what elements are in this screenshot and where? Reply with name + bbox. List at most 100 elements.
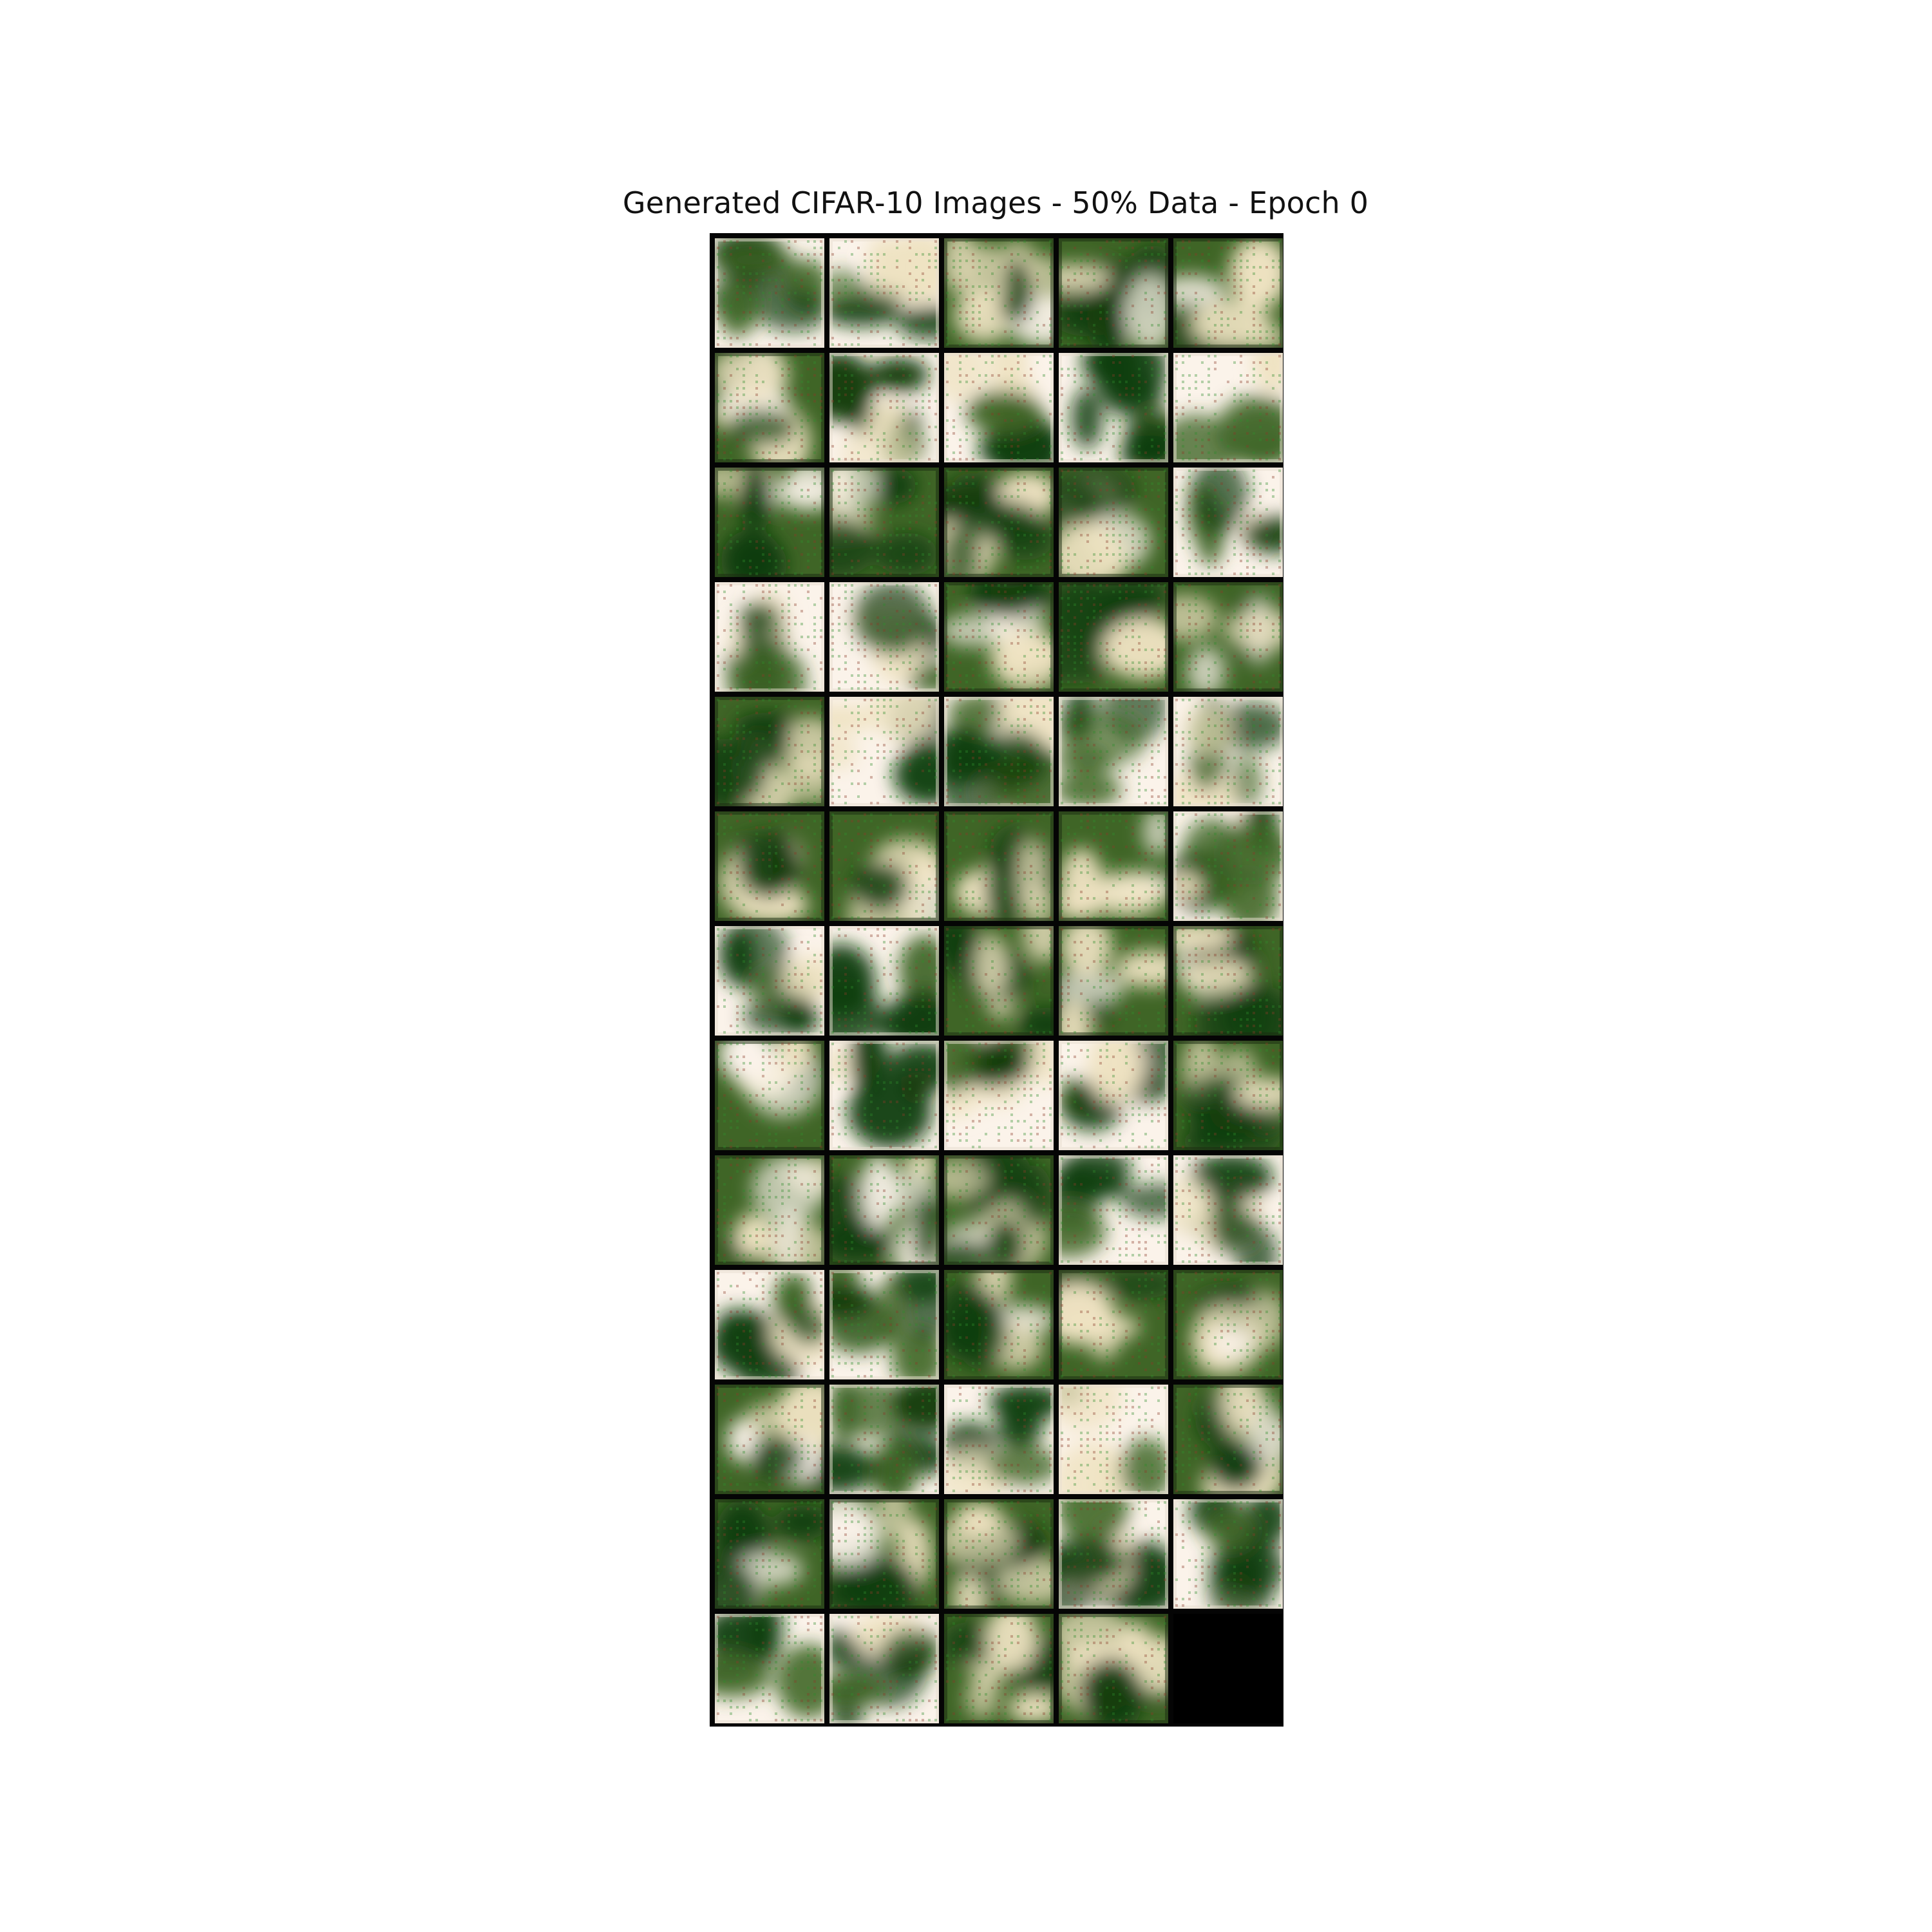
sample-image-canvas [1059, 1385, 1168, 1494]
sample-image-canvas [829, 1041, 939, 1150]
sample-image-canvas [829, 1385, 939, 1494]
generated-sample-image [1173, 353, 1283, 462]
generated-sample-image [1059, 811, 1168, 921]
generated-sample-image [944, 353, 1054, 462]
generated-sample-image [829, 811, 939, 921]
sample-image-canvas [944, 1385, 1054, 1494]
sample-image-canvas [1059, 238, 1168, 348]
sample-image-canvas [715, 582, 824, 692]
generated-sample-image [944, 1041, 1054, 1150]
sample-image-canvas [715, 1614, 824, 1723]
generated-sample-image [715, 1270, 824, 1379]
generated-sample-image [829, 238, 939, 348]
generated-sample-image [1173, 1155, 1283, 1265]
sample-image-canvas [715, 468, 824, 577]
generated-sample-image [829, 1385, 939, 1494]
generated-sample-image [944, 1155, 1054, 1265]
generated-sample-image [1059, 697, 1168, 806]
generated-image-grid [710, 233, 1283, 1727]
sample-image-canvas [1059, 811, 1168, 921]
generated-sample-image [829, 1614, 939, 1723]
generated-sample-image [944, 1614, 1054, 1723]
sample-image-canvas [829, 1499, 939, 1609]
sample-image-canvas [944, 238, 1054, 348]
generated-sample-image [1059, 1155, 1168, 1265]
generated-sample-image [1173, 1385, 1283, 1494]
sample-image-canvas [715, 1499, 824, 1609]
sample-image-canvas [944, 1614, 1054, 1723]
sample-image-canvas [715, 1155, 824, 1265]
generated-sample-image [715, 1155, 824, 1265]
generated-sample-image [715, 582, 824, 692]
generated-sample-image [1059, 582, 1168, 692]
generated-sample-image [944, 811, 1054, 921]
generated-sample-image [1059, 1270, 1168, 1379]
sample-image-canvas [1059, 582, 1168, 692]
sample-image-canvas [829, 1614, 939, 1723]
generated-sample-image [944, 1499, 1054, 1609]
sample-image-canvas [1173, 697, 1283, 806]
sample-image-canvas [829, 468, 939, 577]
generated-sample-image [1173, 582, 1283, 692]
empty-grid-cell [1173, 1614, 1283, 1723]
generated-sample-image [944, 1270, 1054, 1379]
generated-sample-image [944, 697, 1054, 806]
sample-image-canvas [1173, 468, 1283, 577]
generated-sample-image [1059, 1614, 1168, 1723]
sample-image-canvas [1173, 926, 1283, 1036]
generated-sample-image [715, 238, 824, 348]
sample-image-canvas [1173, 353, 1283, 462]
sample-image-canvas [829, 926, 939, 1036]
generated-sample-image [944, 582, 1054, 692]
sample-image-canvas [1173, 1385, 1283, 1494]
generated-sample-image [944, 238, 1054, 348]
sample-image-canvas [1173, 238, 1283, 348]
sample-image-canvas [944, 468, 1054, 577]
generated-sample-image [715, 1499, 824, 1609]
generated-sample-image [1173, 1499, 1283, 1609]
sample-image-canvas [715, 1041, 824, 1150]
generated-sample-image [829, 353, 939, 462]
sample-image-canvas [829, 582, 939, 692]
generated-sample-image [829, 468, 939, 577]
generated-sample-image [1173, 697, 1283, 806]
sample-image-canvas [715, 811, 824, 921]
generated-sample-image [1173, 811, 1283, 921]
generated-sample-image [715, 697, 824, 806]
sample-image-canvas [715, 1270, 824, 1379]
generated-sample-image [829, 697, 939, 806]
sample-image-canvas [1173, 1499, 1283, 1609]
generated-sample-image [944, 468, 1054, 577]
generated-sample-image [1173, 238, 1283, 348]
generated-sample-image [1059, 1499, 1168, 1609]
generated-sample-image [829, 1155, 939, 1265]
generated-sample-image [829, 1041, 939, 1150]
generated-sample-image [944, 926, 1054, 1036]
generated-sample-image [1059, 926, 1168, 1036]
generated-sample-image [1059, 238, 1168, 348]
sample-image-canvas [829, 1155, 939, 1265]
sample-image-canvas [715, 1385, 824, 1494]
sample-image-canvas [944, 1155, 1054, 1265]
sample-image-canvas [829, 811, 939, 921]
generated-sample-image [715, 1041, 824, 1150]
sample-image-canvas [1173, 1270, 1283, 1379]
sample-image-canvas [944, 582, 1054, 692]
generated-sample-image [1059, 353, 1168, 462]
sample-image-canvas [829, 1270, 939, 1379]
sample-image-canvas [1059, 1155, 1168, 1265]
sample-image-canvas [944, 1041, 1054, 1150]
generated-sample-image [1059, 1385, 1168, 1494]
generated-sample-image [1173, 926, 1283, 1036]
sample-image-canvas [829, 238, 939, 348]
generated-sample-image [715, 1614, 824, 1723]
sample-image-canvas [1059, 926, 1168, 1036]
generated-sample-image [715, 1385, 824, 1494]
generated-sample-image [715, 353, 824, 462]
sample-image-canvas [1059, 1614, 1168, 1723]
generated-sample-image [715, 811, 824, 921]
sample-image-canvas [715, 353, 824, 462]
generated-sample-image [1173, 1270, 1283, 1379]
sample-image-canvas [1173, 811, 1283, 921]
sample-image-canvas [715, 926, 824, 1036]
